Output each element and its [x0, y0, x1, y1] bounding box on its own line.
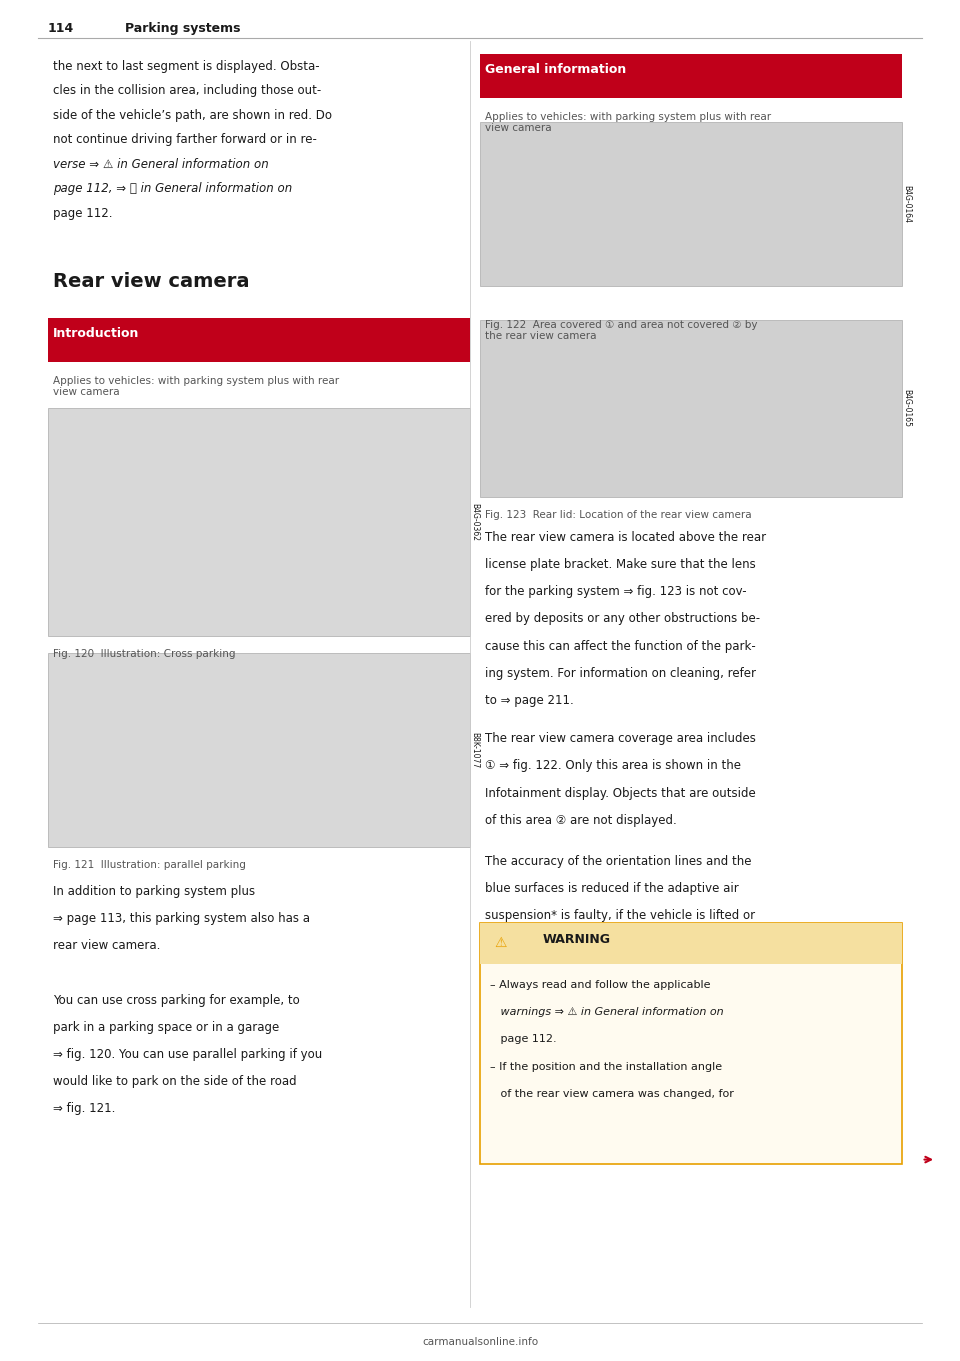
Text: of the rear view camera was changed, for: of the rear view camera was changed, for	[490, 1089, 733, 1098]
Text: ⇒ fig. 121.: ⇒ fig. 121.	[53, 1102, 115, 1116]
Text: ⚠: ⚠	[494, 936, 507, 950]
Text: blue surfaces is reduced if the adaptive air: blue surfaces is reduced if the adaptive…	[485, 882, 738, 896]
Text: Introduction: Introduction	[53, 327, 139, 340]
Text: Rear view camera: Rear view camera	[53, 272, 250, 291]
Text: page 112.: page 112.	[53, 207, 112, 220]
Text: Applies to vehicles: with parking system plus with rear
view camera: Applies to vehicles: with parking system…	[485, 112, 771, 133]
Text: page 112.: page 112.	[490, 1034, 556, 1044]
Text: Fig. 123  Rear lid: Location of the rear view camera: Fig. 123 Rear lid: Location of the rear …	[485, 510, 752, 520]
Text: – Always read and follow the applicable: – Always read and follow the applicable	[490, 980, 710, 989]
Text: WARNING: WARNING	[542, 932, 611, 946]
Text: license plate bracket. Make sure that the lens: license plate bracket. Make sure that th…	[485, 558, 756, 572]
Text: page 112, ⇒ Ⓘ in General information on: page 112, ⇒ Ⓘ in General information on	[53, 182, 292, 196]
Text: rear view camera.: rear view camera.	[53, 939, 160, 953]
FancyBboxPatch shape	[480, 923, 902, 1164]
Text: ⇒ fig. 120. You can use parallel parking if you: ⇒ fig. 120. You can use parallel parking…	[53, 1048, 322, 1062]
Text: You can use cross parking for example, to: You can use cross parking for example, t…	[53, 994, 300, 1007]
Text: General information: General information	[485, 63, 626, 76]
Text: B4G-0362: B4G-0362	[470, 504, 479, 540]
Text: would like to park on the side of the road: would like to park on the side of the ro…	[53, 1075, 297, 1089]
Text: ⇒ page 113, this parking system also has a: ⇒ page 113, this parking system also has…	[53, 912, 310, 925]
Text: B4G-0164: B4G-0164	[902, 185, 911, 223]
Text: The rear view camera coverage area includes: The rear view camera coverage area inclu…	[485, 732, 756, 746]
Text: for the parking system ⇒ fig. 123 is not cov-: for the parking system ⇒ fig. 123 is not…	[485, 585, 747, 599]
Text: suspension* is faulty, if the vehicle is lifted or: suspension* is faulty, if the vehicle is…	[485, 909, 755, 923]
FancyBboxPatch shape	[480, 923, 902, 964]
Text: The accuracy of the orientation lines and the: The accuracy of the orientation lines an…	[485, 855, 752, 868]
Text: Fig. 121  Illustration: parallel parking: Fig. 121 Illustration: parallel parking	[53, 860, 246, 870]
FancyBboxPatch shape	[480, 54, 902, 98]
FancyBboxPatch shape	[48, 408, 470, 636]
Text: if the Dynamic mode is activated ⇒ page 98.: if the Dynamic mode is activated ⇒ page …	[485, 936, 751, 950]
Text: cles in the collision area, including those out-: cles in the collision area, including th…	[53, 84, 321, 98]
Text: carmanualsonline.info: carmanualsonline.info	[422, 1337, 538, 1346]
Text: ① ⇒ fig. 122. Only this area is shown in the: ① ⇒ fig. 122. Only this area is shown in…	[485, 759, 741, 773]
FancyBboxPatch shape	[480, 122, 902, 286]
Text: – If the position and the installation angle: – If the position and the installation a…	[490, 1062, 722, 1071]
Text: Parking systems: Parking systems	[125, 22, 240, 35]
Text: side of the vehicle’s path, are shown in red. Do: side of the vehicle’s path, are shown in…	[53, 109, 332, 122]
Text: park in a parking space or in a garage: park in a parking space or in a garage	[53, 1021, 279, 1034]
Text: warnings ⇒ ⚠ in General information on: warnings ⇒ ⚠ in General information on	[490, 1007, 723, 1017]
Text: In addition to parking system plus: In addition to parking system plus	[53, 885, 255, 898]
Text: the next to last segment is displayed. Obsta-: the next to last segment is displayed. O…	[53, 60, 320, 73]
Text: ered by deposits or any other obstructions be-: ered by deposits or any other obstructio…	[485, 612, 760, 626]
Text: cause this can affect the function of the park-: cause this can affect the function of th…	[485, 640, 756, 653]
Text: ing system. For information on cleaning, refer: ing system. For information on cleaning,…	[485, 667, 756, 680]
FancyBboxPatch shape	[480, 320, 902, 497]
Text: of this area ② are not displayed.: of this area ② are not displayed.	[485, 814, 677, 827]
Text: Applies to vehicles: with parking system plus with rear
view camera: Applies to vehicles: with parking system…	[53, 376, 339, 397]
Text: 114: 114	[48, 22, 74, 35]
Text: not continue driving farther forward or in re-: not continue driving farther forward or …	[53, 133, 317, 147]
Text: B4G-0165: B4G-0165	[902, 389, 911, 427]
Text: Infotainment display. Objects that are outside: Infotainment display. Objects that are o…	[485, 787, 756, 800]
Text: Fig. 120  Illustration: Cross parking: Fig. 120 Illustration: Cross parking	[53, 649, 235, 659]
FancyBboxPatch shape	[48, 653, 470, 847]
Text: verse ⇒ ⚠ in General information on: verse ⇒ ⚠ in General information on	[53, 158, 269, 171]
Text: B8K-1077: B8K-1077	[470, 732, 479, 768]
Text: The rear view camera is located above the rear: The rear view camera is located above th…	[485, 531, 766, 544]
FancyBboxPatch shape	[48, 318, 470, 362]
Text: Fig. 122  Area covered ① and area not covered ② by
the rear view camera: Fig. 122 Area covered ① and area not cov…	[485, 320, 757, 342]
Text: to ⇒ page 211.: to ⇒ page 211.	[485, 694, 573, 708]
